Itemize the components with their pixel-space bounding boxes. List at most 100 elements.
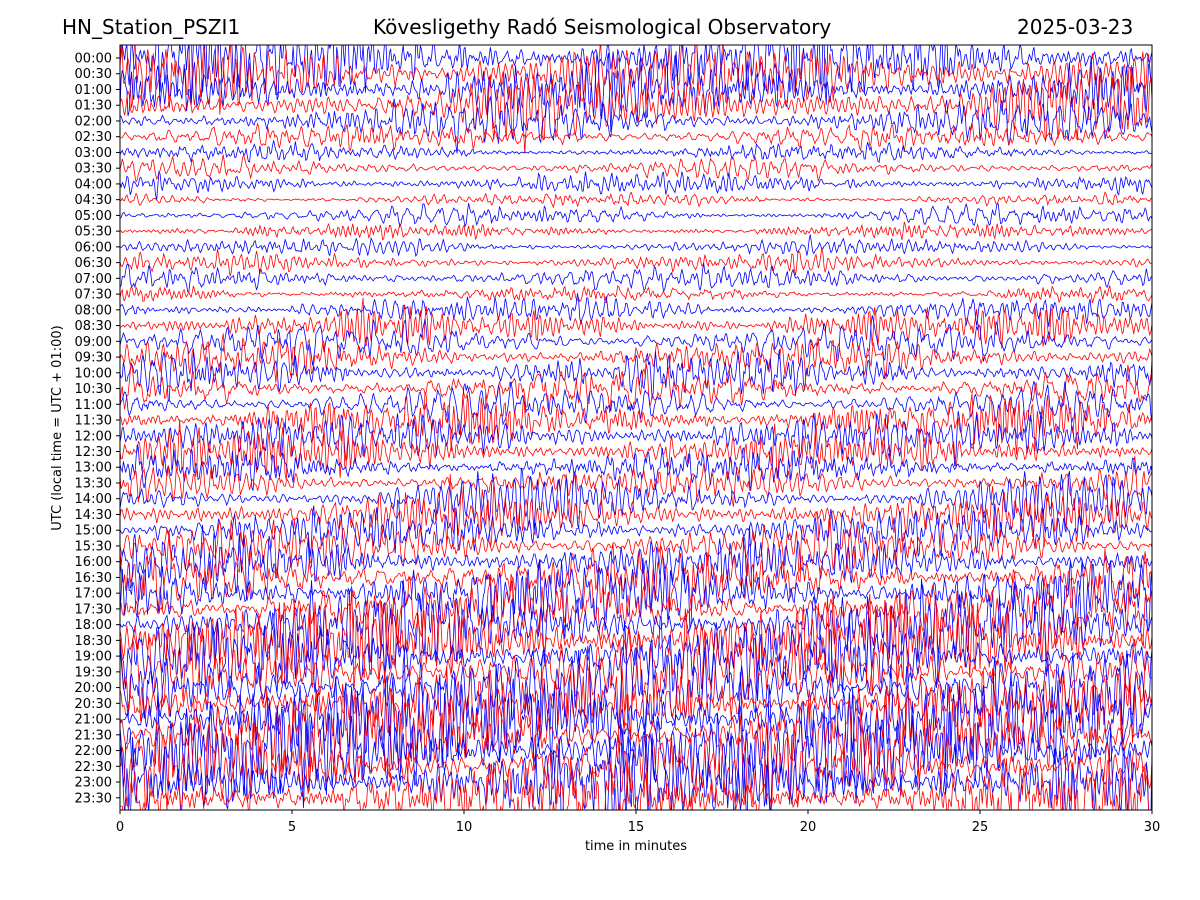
trace-0530 — [120, 221, 1152, 241]
y-tick-label: 20:30 — [75, 697, 112, 712]
trace-0030 — [120, 45, 1152, 115]
y-tick-label: 12:00 — [75, 429, 112, 444]
y-tick-label: 04:00 — [75, 177, 112, 192]
trace-1130 — [120, 392, 1152, 455]
trace-0830 — [120, 297, 1152, 349]
trace-1000 — [120, 349, 1152, 401]
y-tick-label: 09:30 — [75, 351, 112, 366]
y-tick-label: 23:30 — [75, 791, 112, 806]
x-tick-label: 30 — [1144, 820, 1161, 835]
y-tick-label: 04:30 — [75, 193, 112, 208]
y-tick-label: 07:00 — [75, 272, 112, 287]
y-tick-label: 18:30 — [75, 634, 112, 649]
y-tick-label: 10:00 — [75, 366, 112, 381]
trace-0200 — [120, 95, 1152, 154]
trace-0700 — [120, 263, 1152, 294]
trace-1830 — [120, 585, 1152, 701]
y-tick-label: 16:30 — [75, 571, 112, 586]
trace-2300 — [120, 726, 1152, 810]
trace-1700 — [120, 557, 1152, 639]
trace-0600 — [120, 234, 1152, 258]
observatory-title: Kövesligethy Radó Seismological Observat… — [373, 15, 832, 39]
trace-2030 — [120, 665, 1152, 751]
y-tick-label: 13:30 — [75, 476, 112, 491]
trace-0330 — [120, 154, 1152, 183]
x-tick-label: 20 — [800, 820, 817, 835]
station-title: HN_Station_PSZI1 — [62, 15, 241, 39]
trace-1900 — [120, 612, 1152, 702]
y-tick-label: 18:00 — [75, 618, 112, 633]
trace-1200 — [120, 410, 1152, 467]
x-tick-label: 10 — [456, 820, 473, 835]
y-tick-label: 06:30 — [75, 256, 112, 271]
x-axis: 0 5 10 15 20 25 30 — [116, 810, 1160, 835]
y-tick-label: 06:00 — [75, 240, 112, 255]
y-tick-label: 21:30 — [75, 728, 112, 743]
trace-2130 — [120, 683, 1152, 792]
date-title: 2025-03-23 — [1017, 15, 1134, 39]
trace-0930 — [120, 333, 1152, 383]
y-tick-label: 00:30 — [75, 67, 112, 82]
x-axis-label: time in minutes — [585, 839, 687, 854]
trace-1930 — [120, 608, 1152, 732]
y-tick-label: 17:30 — [75, 602, 112, 617]
y-tick-label: 20:00 — [75, 681, 112, 696]
x-tick-label: 25 — [972, 820, 989, 835]
trace-1030 — [120, 363, 1152, 413]
y-tick-label: 15:00 — [75, 524, 112, 539]
y-axis: 00:0000:3001:0001:3002:0002:3003:0003:30… — [75, 52, 120, 806]
y-tick-label: 08:30 — [75, 319, 112, 334]
trace-1500 — [120, 499, 1152, 558]
y-axis-label: UTC (local time = UTC + 01:00) — [50, 325, 65, 530]
y-tick-label: 05:00 — [75, 209, 112, 224]
y-tick-label: 13:00 — [75, 461, 112, 476]
y-tick-label: 09:00 — [75, 335, 112, 350]
trace-0630 — [120, 247, 1152, 277]
trace-1100 — [120, 380, 1152, 435]
y-tick-label: 11:30 — [75, 414, 112, 429]
y-tick-label: 17:00 — [75, 587, 112, 602]
y-tick-label: 11:00 — [75, 398, 112, 413]
y-tick-label: 01:30 — [75, 99, 112, 114]
trace-1600 — [120, 524, 1152, 596]
x-tick-label: 0 — [116, 820, 124, 835]
x-tick-label: 5 — [288, 820, 296, 835]
y-tick-label: 05:30 — [75, 225, 112, 240]
trace-0400 — [120, 170, 1152, 201]
y-tick-label: 22:30 — [75, 760, 112, 775]
y-tick-label: 15:30 — [75, 539, 112, 554]
trace-0430 — [120, 191, 1152, 209]
trace-0500 — [120, 202, 1152, 228]
trace-2000 — [120, 620, 1152, 764]
y-tick-label: 19:30 — [75, 665, 112, 680]
trace-2200 — [120, 672, 1152, 809]
y-tick-label: 14:00 — [75, 492, 112, 507]
trace-1300 — [120, 444, 1152, 491]
y-tick-label: 07:30 — [75, 288, 112, 303]
x-tick-label: 15 — [628, 820, 645, 835]
trace-0000 — [120, 45, 1152, 105]
y-tick-label: 19:00 — [75, 650, 112, 665]
y-tick-label: 16:00 — [75, 555, 112, 570]
y-tick-label: 02:00 — [75, 114, 112, 129]
traces — [120, 45, 1152, 810]
y-tick-label: 03:00 — [75, 146, 112, 161]
trace-0800 — [120, 293, 1152, 327]
y-tick-label: 23:00 — [75, 776, 112, 791]
trace-1400 — [120, 467, 1152, 535]
trace-1230 — [120, 419, 1152, 481]
y-tick-label: 08:00 — [75, 303, 112, 318]
y-tick-label: 00:00 — [75, 52, 112, 67]
y-tick-label: 10:30 — [75, 382, 112, 397]
y-tick-label: 21:00 — [75, 713, 112, 728]
trace-1430 — [120, 473, 1152, 548]
trace-0730 — [120, 284, 1152, 304]
y-tick-label: 12:30 — [75, 445, 112, 460]
trace-0130 — [120, 65, 1152, 154]
y-tick-label: 01:00 — [75, 83, 112, 98]
trace-1630 — [120, 532, 1152, 614]
y-tick-label: 14:30 — [75, 508, 112, 523]
trace-0300 — [120, 140, 1152, 164]
